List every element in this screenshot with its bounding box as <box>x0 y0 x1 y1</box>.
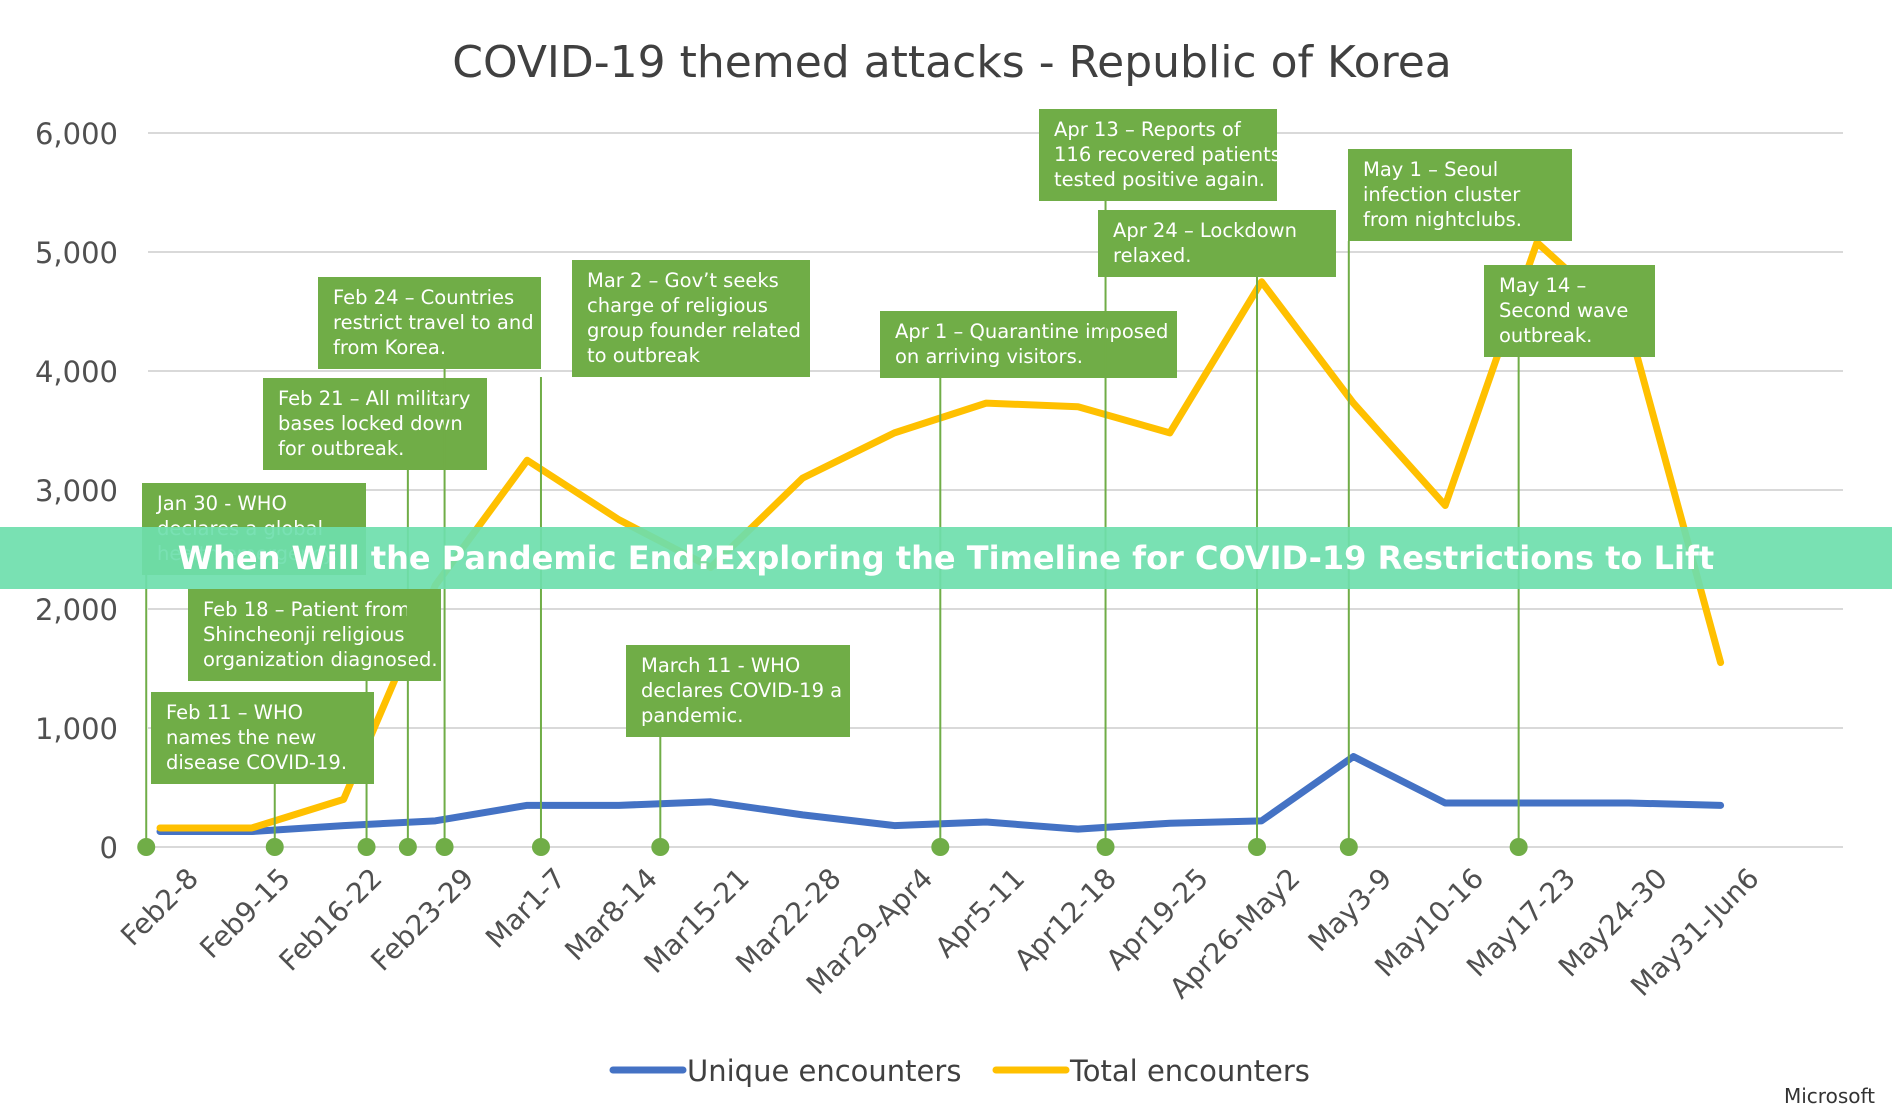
annotation-text: restrict travel to and <box>333 311 534 334</box>
annotation-text: organization diagnosed. <box>203 648 438 671</box>
annotation-box <box>151 692 374 784</box>
y-tick-label: 0 <box>100 831 118 865</box>
annotation-text: 116 recovered patients <box>1054 143 1281 166</box>
annotation-text: charge of religious <box>587 294 768 317</box>
annotation-text: from nightclubs. <box>1363 208 1522 231</box>
annotation-box <box>572 260 810 377</box>
annotation-text: from Korea. <box>333 336 446 359</box>
annotation-box <box>188 589 441 681</box>
annotation-text: Feb 18 – Patient from <box>203 598 410 621</box>
legend-label: Unique encounters <box>687 1054 961 1088</box>
annotation-text: outbreak. <box>1499 324 1592 347</box>
annotation-text: declares COVID-19 a <box>641 679 842 702</box>
annotation-box <box>1039 109 1277 201</box>
annotation-marker <box>1509 838 1528 856</box>
annotation-text: disease COVID-19. <box>166 751 347 774</box>
y-tick-label: 1,000 <box>35 712 118 746</box>
annotation-text: pandemic. <box>641 704 743 727</box>
y-tick-label: 4,000 <box>35 355 118 389</box>
annotation-text: for outbreak. <box>278 437 404 460</box>
annotation-marker <box>651 838 670 856</box>
annotation-box <box>880 311 1177 378</box>
annotation-text: Apr 1 – Quarantine imposed <box>895 320 1168 343</box>
annotation-text: Feb 24 – Countries <box>333 286 514 309</box>
annotation-marker <box>137 838 156 856</box>
headline-text: When Will the Pandemic End?Exploring the… <box>177 539 1715 577</box>
annotation-text: tested positive again. <box>1054 168 1265 191</box>
annotation-marker <box>1339 838 1358 856</box>
y-tick-label: 5,000 <box>35 236 118 270</box>
headline-banner: When Will the Pandemic End?Exploring the… <box>0 527 1892 589</box>
annotation-text: Feb 21 – All military <box>278 387 470 410</box>
annotation-text: May 14 – <box>1499 274 1586 297</box>
annotation-text: Apr 13 – Reports of <box>1054 118 1242 141</box>
annotation-text: on arriving visitors. <box>895 345 1083 368</box>
x-tick-label: Mar1-7 <box>479 862 572 955</box>
annotation-box <box>1098 210 1336 277</box>
chart-title: COVID-19 themed attacks - Republic of Ko… <box>452 37 1452 88</box>
annotation-text: May 1 – Seoul <box>1363 158 1498 181</box>
annotation-marker <box>435 838 454 856</box>
annotation-box <box>1484 265 1655 357</box>
annotation-marker <box>931 838 950 856</box>
annotation-text: Mar 2 – Gov’t seeks <box>587 269 779 292</box>
annotation-marker <box>1248 838 1267 856</box>
y-tick-label: 3,000 <box>35 474 118 508</box>
annotation-box <box>318 277 541 369</box>
annotation-marker <box>357 838 376 856</box>
gridlines <box>148 132 1843 848</box>
annotation-text: Second wave <box>1499 299 1628 322</box>
annotation-text: Apr 24 – Lockdown <box>1113 219 1297 242</box>
annotation-text: Shincheonji religious <box>203 623 405 646</box>
y-axis-ticks: 0 1,000 2,000 3,000 4,000 5,000 6,000 <box>35 117 118 865</box>
annotation-marker <box>531 838 550 856</box>
x-tick-label: Feb2-8 <box>114 862 205 953</box>
annotation-marker <box>1096 838 1115 856</box>
annotation-marker <box>265 838 284 856</box>
credit-label: Microsoft <box>1784 1084 1875 1108</box>
y-tick-label: 2,000 <box>35 593 118 627</box>
annotation-text: March 11 - WHO <box>641 654 800 677</box>
annotation-text: Jan 30 - WHO <box>155 492 287 515</box>
x-axis-ticks: Feb2-8Feb9-15Feb16-22Feb23-29Mar1-7Mar8-… <box>114 862 1765 1005</box>
annotation-text: relaxed. <box>1113 244 1191 267</box>
annotation-text: Feb 11 – WHO <box>166 701 303 724</box>
annotation-marker <box>398 838 417 856</box>
annotation-box <box>626 645 850 737</box>
legend: Unique encounters Total encounters <box>609 1054 1310 1088</box>
annotation-text: names the new <box>166 726 316 749</box>
legend-label: Total encounters <box>1069 1054 1310 1088</box>
annotation-text: group founder related <box>587 319 801 342</box>
annotation-text: to outbreak <box>587 344 701 367</box>
annotation-text: bases locked down <box>278 412 463 435</box>
y-tick-label: 6,000 <box>35 117 118 151</box>
annotation-box <box>263 378 487 470</box>
annotation-box <box>1348 149 1572 241</box>
annotation-text: infection cluster <box>1363 183 1521 206</box>
